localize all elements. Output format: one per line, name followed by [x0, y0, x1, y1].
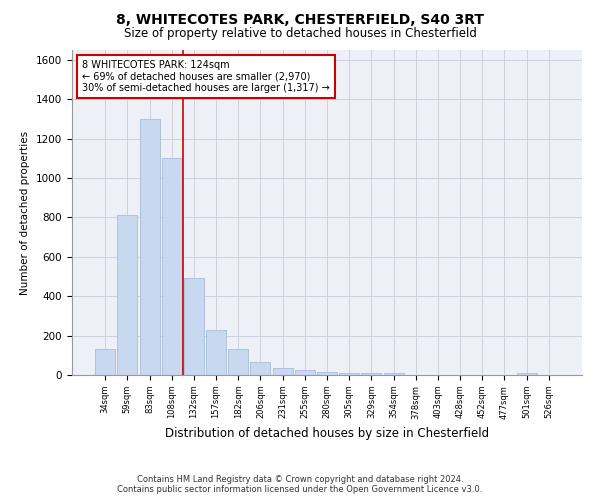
Bar — [517, 373, 536, 375]
Bar — [250, 362, 271, 375]
Bar — [118, 216, 137, 375]
X-axis label: Distribution of detached houses by size in Chesterfield: Distribution of detached houses by size … — [165, 427, 489, 440]
Bar — [317, 372, 337, 375]
Bar — [339, 373, 359, 375]
Text: 8 WHITECOTES PARK: 124sqm
← 69% of detached houses are smaller (2,970)
30% of se: 8 WHITECOTES PARK: 124sqm ← 69% of detac… — [82, 60, 330, 93]
Bar — [184, 278, 204, 375]
Bar — [228, 350, 248, 375]
Bar — [206, 330, 226, 375]
Bar — [95, 350, 115, 375]
Text: Contains HM Land Registry data © Crown copyright and database right 2024.
Contai: Contains HM Land Registry data © Crown c… — [118, 474, 482, 494]
Bar — [162, 158, 182, 375]
Bar — [140, 119, 160, 375]
Bar — [383, 373, 404, 375]
Text: Size of property relative to detached houses in Chesterfield: Size of property relative to detached ho… — [124, 28, 476, 40]
Bar — [361, 373, 382, 375]
Bar — [295, 370, 315, 375]
Y-axis label: Number of detached properties: Number of detached properties — [20, 130, 31, 294]
Bar — [272, 368, 293, 375]
Text: 8, WHITECOTES PARK, CHESTERFIELD, S40 3RT: 8, WHITECOTES PARK, CHESTERFIELD, S40 3R… — [116, 12, 484, 26]
